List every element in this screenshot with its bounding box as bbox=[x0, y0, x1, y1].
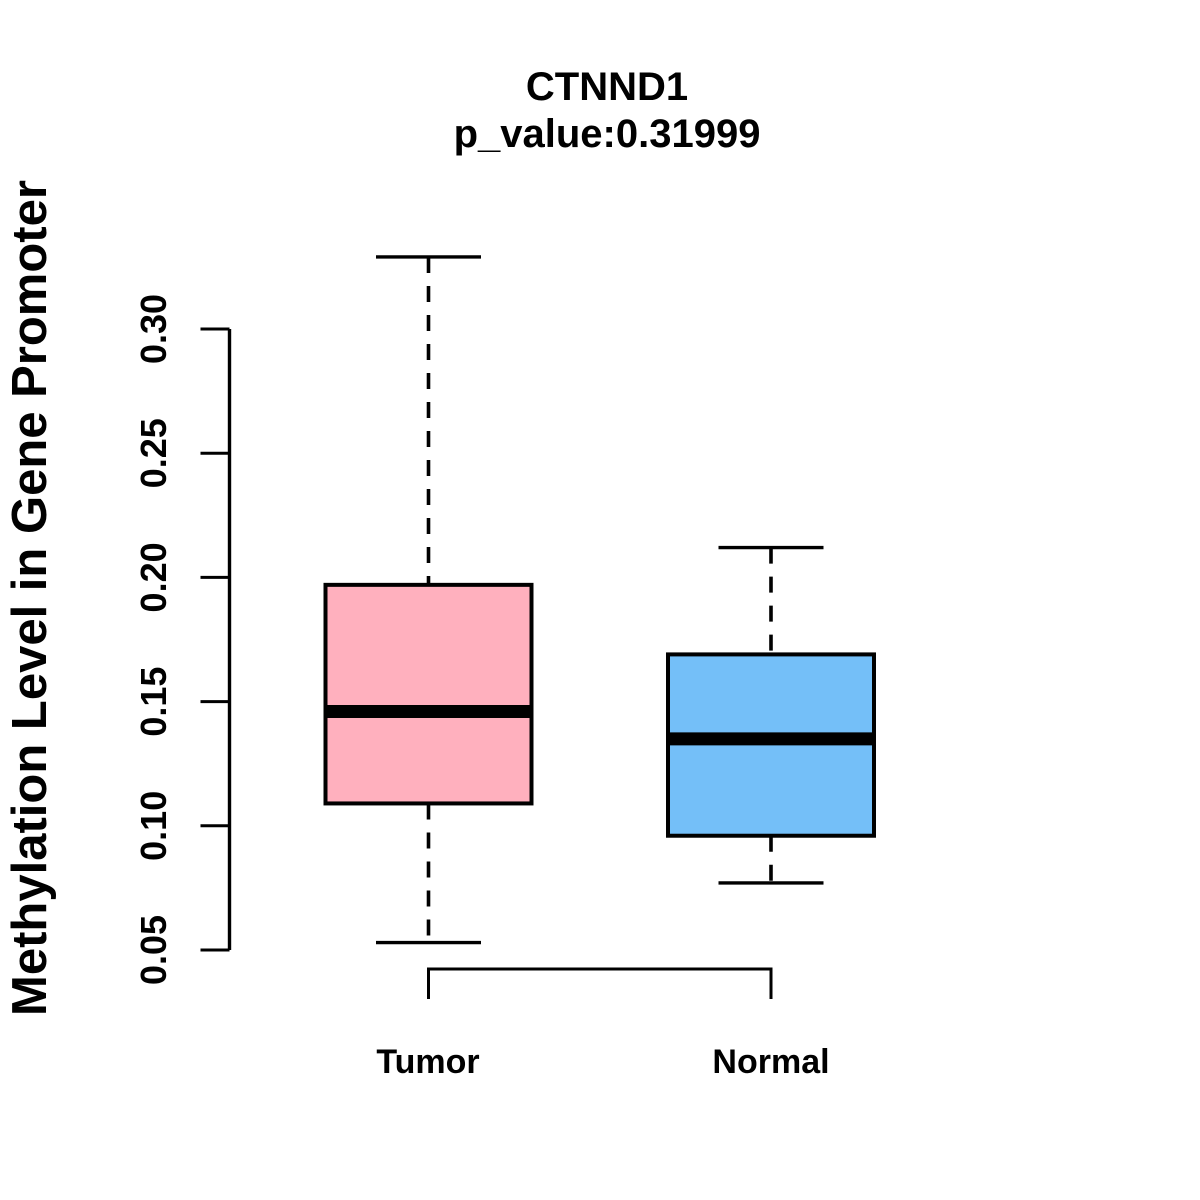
y-axis-tick-label: 0.05 bbox=[133, 915, 174, 985]
y-axis-tick-label: 0.20 bbox=[133, 542, 174, 612]
y-axis-tick-label: 0.10 bbox=[133, 791, 174, 861]
x-axis-label-tumor: Tumor bbox=[376, 1043, 480, 1081]
x-axis-label-normal: Normal bbox=[712, 1043, 830, 1081]
chart-subtitle: p_value:0.31999 bbox=[453, 112, 761, 156]
y-axis-tick-label: 0.30 bbox=[133, 294, 174, 364]
comparison-bracket bbox=[427, 967, 773, 999]
box-tumor bbox=[323, 582, 534, 806]
y-axis-tick-label: 0.25 bbox=[133, 418, 174, 488]
chart-title: CTNND1 bbox=[525, 65, 689, 109]
y-axis-tick-label: 0.15 bbox=[133, 667, 174, 737]
